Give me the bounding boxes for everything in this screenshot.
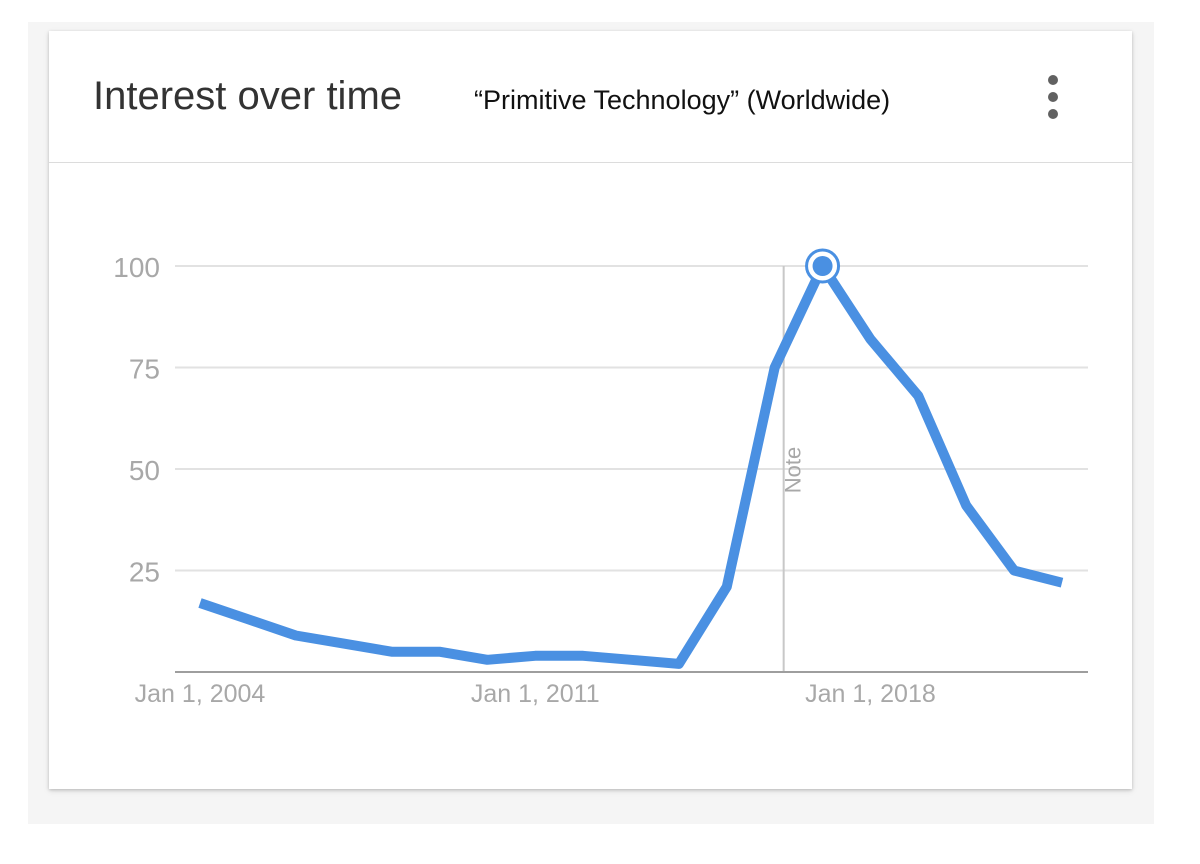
x-tick-label-2: Jan 1, 2018 (805, 680, 936, 708)
y-tick-label-50: 50 (129, 455, 160, 486)
note-label: Note (781, 447, 806, 493)
y-tick-label-100: 100 (113, 252, 160, 283)
interest-over-time-card: Interest over time “Primitive Technology… (49, 31, 1132, 789)
card-header: Interest over time “Primitive Technology… (49, 31, 1132, 163)
x-tick-label-1: Jan 1, 2011 (471, 680, 600, 708)
menu-dot (1048, 109, 1058, 119)
card-title: Interest over time (93, 74, 403, 118)
highlight-point-dot (812, 256, 833, 276)
series-line (198, 261, 1064, 669)
x-tick-label-0: Jan 1, 2004 (135, 680, 266, 708)
search-term-subtitle: “Primitive Technology” (Worldwide) (474, 85, 891, 115)
y-tick-label-75: 75 (129, 354, 160, 385)
menu-dot (1048, 75, 1058, 85)
more-vert-icon[interactable] (1035, 69, 1071, 125)
menu-dot (1048, 92, 1058, 102)
y-tick-label-25: 25 (129, 557, 160, 588)
